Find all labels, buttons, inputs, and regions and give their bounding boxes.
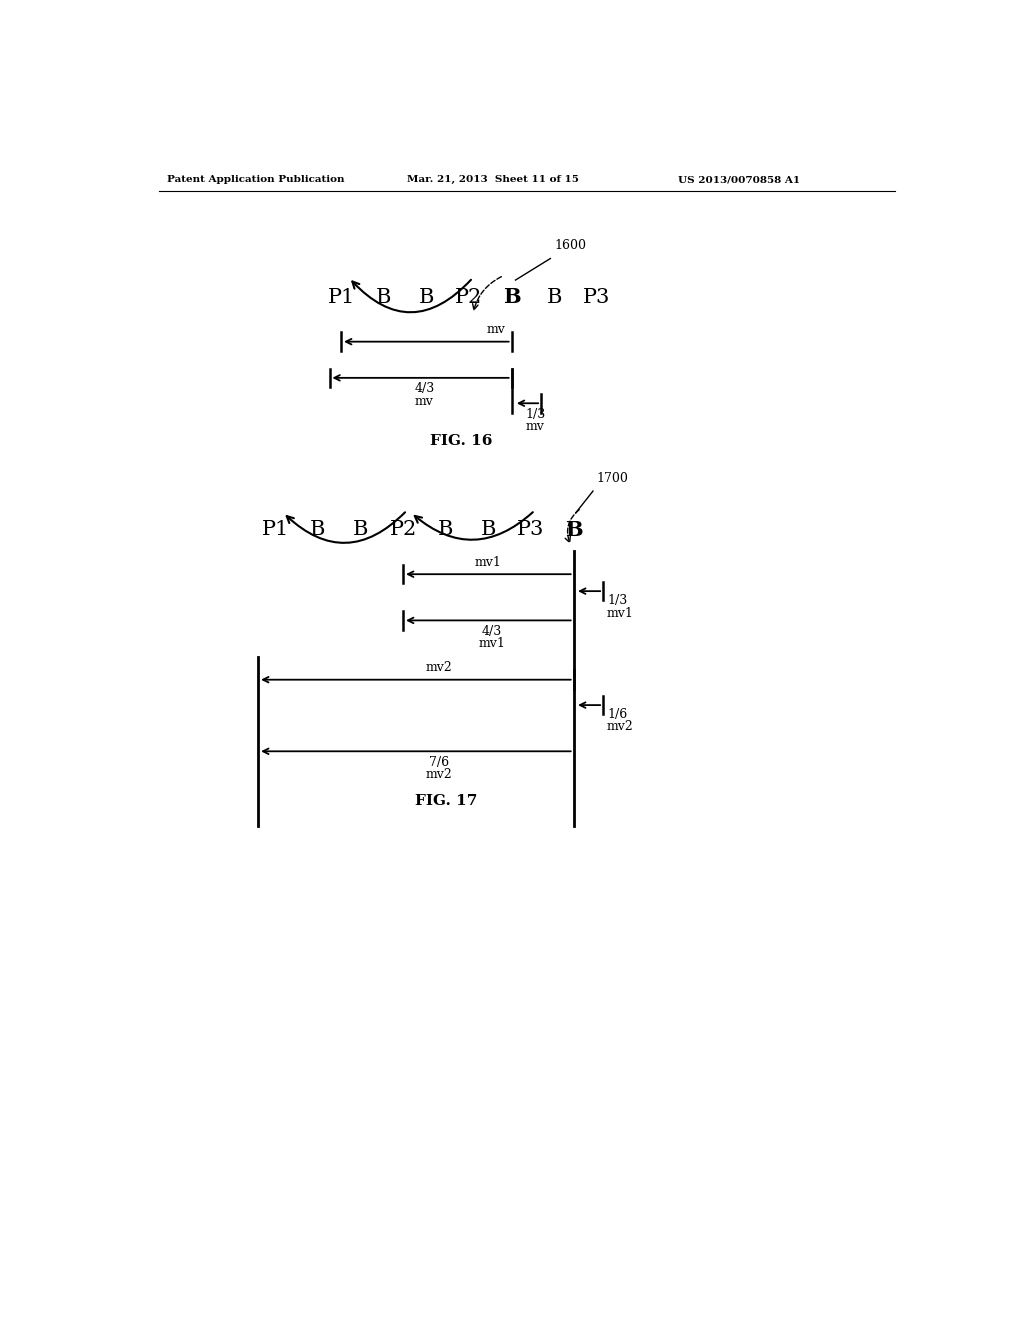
FancyArrowPatch shape — [352, 280, 471, 313]
Text: mv: mv — [415, 395, 434, 408]
FancyArrowPatch shape — [415, 512, 532, 540]
Text: P1: P1 — [261, 520, 289, 539]
Text: FIG. 17: FIG. 17 — [415, 793, 477, 808]
Text: B: B — [353, 520, 369, 539]
Text: 1/6: 1/6 — [607, 708, 627, 721]
Text: P2: P2 — [456, 288, 482, 306]
Text: mv1: mv1 — [475, 556, 502, 569]
Text: P3: P3 — [517, 520, 545, 539]
Text: mv2: mv2 — [607, 721, 634, 734]
Text: Mar. 21, 2013  Sheet 11 of 15: Mar. 21, 2013 Sheet 11 of 15 — [407, 176, 579, 185]
Text: mv1: mv1 — [607, 607, 634, 619]
Text: P2: P2 — [389, 520, 417, 539]
Text: P1: P1 — [328, 288, 354, 306]
Text: 1/3: 1/3 — [525, 408, 546, 421]
Text: 4/3: 4/3 — [482, 626, 503, 638]
Text: B: B — [419, 288, 434, 306]
Text: 4/3: 4/3 — [415, 383, 434, 396]
Text: mv: mv — [526, 420, 545, 433]
Text: mv2: mv2 — [426, 661, 453, 675]
Text: 1600: 1600 — [554, 239, 587, 252]
FancyArrowPatch shape — [473, 277, 502, 310]
Text: B: B — [376, 288, 391, 306]
Text: B: B — [565, 520, 583, 540]
Text: B: B — [547, 288, 562, 306]
Text: mv: mv — [486, 323, 506, 337]
Text: 7/6: 7/6 — [429, 756, 450, 770]
Text: FIG. 16: FIG. 16 — [430, 434, 493, 447]
FancyArrowPatch shape — [287, 512, 406, 543]
Text: US 2013/0070858 A1: US 2013/0070858 A1 — [678, 176, 801, 185]
Text: P3: P3 — [584, 288, 610, 306]
Text: mv2: mv2 — [426, 768, 453, 781]
Text: 1/3: 1/3 — [607, 594, 627, 607]
Text: mv1: mv1 — [479, 638, 506, 651]
Text: 1700: 1700 — [597, 471, 629, 484]
Text: B: B — [438, 520, 454, 539]
FancyArrowPatch shape — [565, 510, 580, 543]
Text: B: B — [503, 286, 520, 308]
Text: B: B — [480, 520, 496, 539]
Text: Patent Application Publication: Patent Application Publication — [167, 176, 344, 185]
Text: B: B — [310, 520, 326, 539]
